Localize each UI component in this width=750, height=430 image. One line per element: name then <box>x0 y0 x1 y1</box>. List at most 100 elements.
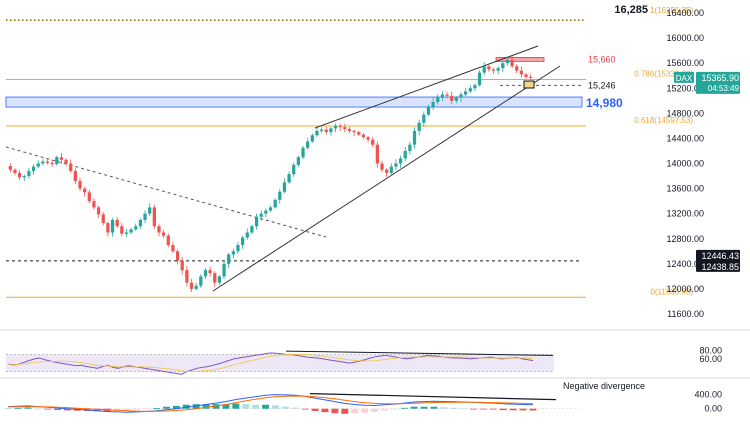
macd-histogram-bar <box>93 408 101 412</box>
candle-body <box>422 114 426 123</box>
candle-body <box>417 122 421 131</box>
macd-histogram-bar <box>380 408 388 411</box>
candle-body <box>64 159 68 164</box>
macd-histogram-bar <box>351 408 359 414</box>
candle <box>259 210 263 221</box>
candle <box>524 72 528 79</box>
macd-histogram-bar <box>499 408 507 411</box>
candle-body <box>408 144 412 151</box>
candle <box>236 241 240 255</box>
macd-histogram-bar <box>34 408 42 410</box>
current-price-badge <box>696 71 740 94</box>
macd-histogram-bar <box>192 404 200 409</box>
macd-histogram-bar <box>371 408 378 413</box>
candle <box>73 168 77 185</box>
price-tick: 13200.00 <box>666 209 704 219</box>
candle-body <box>398 158 403 164</box>
candle <box>510 56 514 69</box>
candle-body <box>510 60 514 67</box>
candle-body <box>17 172 22 178</box>
resistance-box <box>495 57 545 62</box>
candle <box>41 158 45 166</box>
candle <box>83 186 87 197</box>
candle-body <box>333 125 338 129</box>
downtrend-line <box>5 146 327 238</box>
macd-histogram-bar <box>291 407 299 409</box>
candle <box>315 127 319 137</box>
candle <box>282 178 287 194</box>
candle <box>440 90 445 102</box>
candle-body <box>450 95 454 101</box>
candle <box>477 70 482 87</box>
candle <box>106 221 110 237</box>
rsi-band <box>6 354 554 372</box>
candle <box>371 137 375 148</box>
candle-body <box>352 130 356 133</box>
candle <box>59 153 64 165</box>
candle <box>431 97 435 111</box>
candle <box>450 91 454 105</box>
candle <box>194 282 198 291</box>
candle-body <box>254 216 259 227</box>
divergence-annotation: Negative divergence <box>563 381 645 391</box>
candle-body <box>245 232 249 238</box>
candle-body <box>227 254 231 264</box>
rsi-tick: 80.00 <box>699 345 722 355</box>
price-axis[interactable]: 16400.00 16000.00 15600.00 15200.00 14800.00… <box>666 8 704 319</box>
macd-histogram-bar <box>440 407 448 409</box>
candle <box>213 271 217 287</box>
macd-histogram-bar <box>14 407 22 409</box>
candle-body <box>519 70 524 75</box>
candle-body <box>120 226 124 234</box>
candle-body <box>278 191 282 200</box>
candle-body <box>129 229 133 233</box>
symbol-badge <box>674 71 694 83</box>
candle <box>13 168 17 175</box>
candle <box>245 228 249 240</box>
candle <box>189 279 194 293</box>
candle <box>278 188 282 204</box>
candle <box>515 63 519 74</box>
candle-body <box>515 66 519 71</box>
candles <box>8 56 535 293</box>
macd-histogram-bar <box>331 408 339 414</box>
macd-histogram-bar <box>480 408 487 410</box>
candle <box>166 233 170 248</box>
price-tick: 12000.00 <box>666 284 704 294</box>
macd-histogram-bar <box>509 408 517 411</box>
rsi-ma-line <box>7 353 534 372</box>
dashed-level-label: 12446.43 <box>701 251 739 261</box>
candle-body <box>101 214 105 224</box>
candle <box>143 210 147 224</box>
candle <box>199 274 203 289</box>
candle <box>385 168 389 177</box>
price-tick: 12800.00 <box>666 234 704 244</box>
candle <box>464 88 468 97</box>
candle-body <box>185 270 189 283</box>
candle-body <box>282 182 287 192</box>
macd-tick: 400.00 <box>694 390 722 400</box>
macd-histogram-bar <box>222 404 230 409</box>
candle-body <box>8 166 12 170</box>
candle-body <box>148 207 152 214</box>
macd-histogram-bar <box>172 405 180 409</box>
candle-body <box>41 161 45 164</box>
candle <box>306 137 310 150</box>
candle-body <box>50 162 54 165</box>
candle-body <box>78 181 82 189</box>
candle-body <box>436 97 440 103</box>
candle-body <box>468 88 472 92</box>
candle <box>254 213 259 230</box>
candle <box>445 91 449 99</box>
candle <box>338 123 342 132</box>
macd-histogram-bar <box>182 404 190 409</box>
candle <box>50 159 54 167</box>
candle <box>148 203 152 216</box>
candle <box>96 205 101 218</box>
candle-body <box>236 245 240 252</box>
candle <box>138 218 143 229</box>
candle-body <box>31 166 36 172</box>
dashed-level-label: 12438.85 <box>701 262 739 272</box>
candle-body <box>375 144 379 164</box>
